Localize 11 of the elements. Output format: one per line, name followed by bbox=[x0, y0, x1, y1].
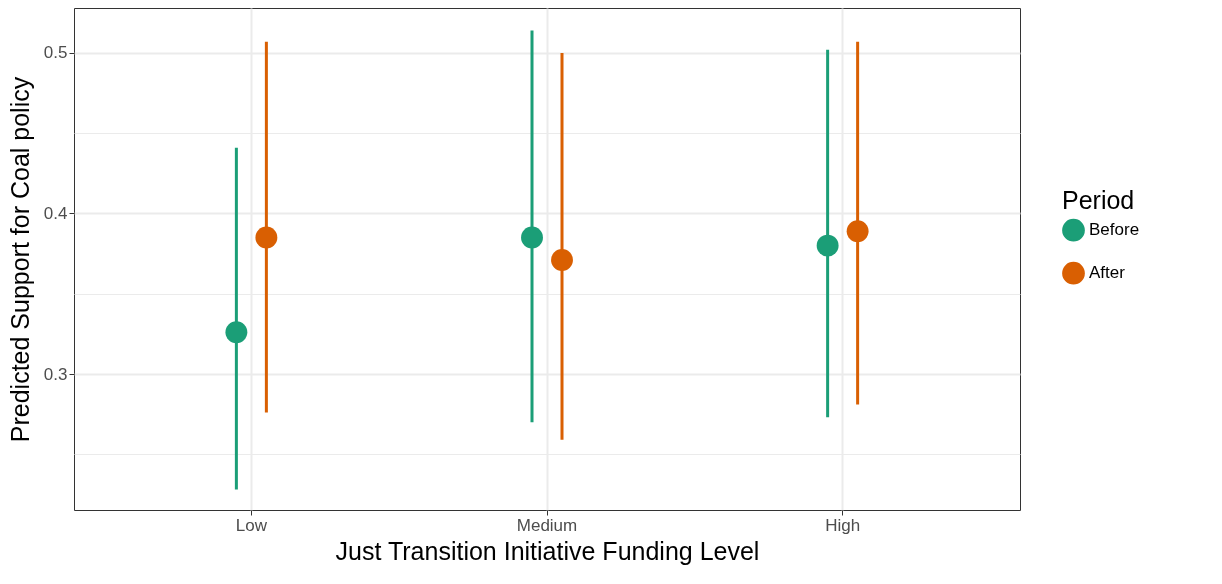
x-tick-label: High bbox=[825, 515, 861, 535]
legend-title: Period bbox=[1062, 185, 1135, 214]
x-axis-title: Just Transition Initiative Funding Level bbox=[335, 536, 760, 565]
legend-label: Before bbox=[1089, 220, 1140, 240]
x-tick-label: Medium bbox=[516, 515, 578, 535]
y-tick-label: 0.5 bbox=[43, 43, 68, 63]
legend-label: After bbox=[1089, 263, 1126, 283]
y-tick-label: 0.4 bbox=[43, 203, 68, 223]
y-axis-title: Predicted Support for Coal policy bbox=[5, 76, 34, 443]
y-tick-label: 0.3 bbox=[43, 364, 68, 384]
x-tick-label: Low bbox=[235, 515, 268, 535]
